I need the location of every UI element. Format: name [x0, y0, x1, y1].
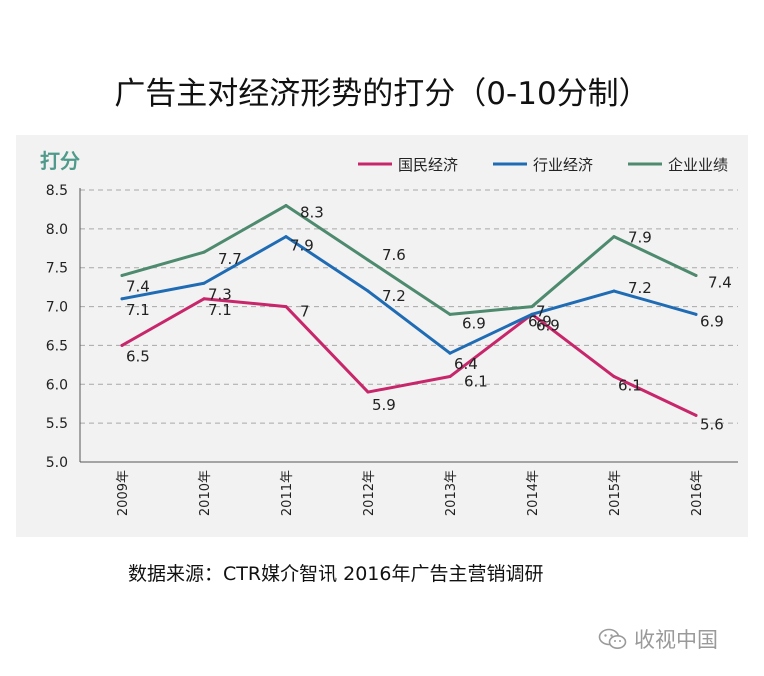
data-label-industry-economy: 7.2 — [628, 279, 652, 297]
data-point-industry-economy — [202, 281, 206, 285]
data-point-corporate-performance — [120, 273, 124, 277]
source-note: 数据来源：CTR媒介智讯 2016年广告主营销调研 — [128, 563, 544, 585]
legend-label: 国民经济 — [398, 156, 458, 174]
data-point-corporate-performance — [202, 250, 206, 254]
data-point-industry-economy — [694, 312, 698, 316]
data-label-corporate-performance: 8.3 — [300, 204, 324, 222]
legend-label: 行业经济 — [533, 156, 593, 174]
y-tick-label: 6.0 — [46, 377, 68, 393]
data-label-industry-economy: 7.9 — [290, 237, 314, 255]
watermark: 收视中国 — [598, 624, 718, 654]
data-label-industry-economy: 7.3 — [208, 285, 232, 303]
data-point-national-economy — [448, 375, 452, 379]
data-point-national-economy — [366, 390, 370, 394]
data-label-national-economy: 7 — [300, 303, 310, 321]
x-tick-label: 2009年 — [116, 470, 131, 516]
x-tick-label: 2012年 — [362, 470, 377, 516]
data-point-national-economy — [612, 375, 616, 379]
y-tick-label: 5.5 — [46, 416, 68, 432]
data-label-national-economy: 5.9 — [372, 396, 396, 414]
x-tick-label: 2011年 — [280, 470, 295, 516]
data-label-corporate-performance: 6.9 — [462, 314, 486, 332]
data-point-corporate-performance — [530, 305, 534, 309]
data-label-industry-economy: 7.2 — [382, 287, 406, 305]
line-chart: 打分 5.0 5.5 6.0 6.5 7.0 7.5 8.0 8.5 2009年 2010年 2011… — [40, 149, 738, 516]
y-tick-label: 5.0 — [46, 455, 68, 471]
data-label-industry-economy: 7 — [536, 302, 546, 320]
data-label-national-economy: 6.9 — [536, 316, 560, 334]
data-point-industry-economy — [366, 289, 370, 293]
data-label-industry-economy: 6.4 — [454, 355, 478, 373]
data-label-national-economy: 6.1 — [464, 373, 488, 391]
legend-label: 企业业绩 — [668, 156, 728, 174]
data-point-national-economy — [284, 305, 288, 309]
data-label-corporate-performance: 7.4 — [708, 273, 732, 291]
wechat-icon — [598, 628, 627, 649]
data-point-industry-economy — [530, 312, 534, 316]
data-label-industry-economy: 7.1 — [126, 301, 150, 319]
data-label-corporate-performance: 7.7 — [218, 250, 242, 268]
y-tick-label: 8.5 — [46, 183, 68, 199]
data-label-national-economy: 6.5 — [126, 347, 150, 365]
x-tick-label: 2016年 — [690, 470, 705, 516]
data-point-national-economy — [694, 413, 698, 417]
x-tick-label: 2014年 — [526, 470, 541, 516]
series-line-national-economy — [120, 297, 698, 417]
series-line-corporate-performance — [120, 204, 698, 316]
data-label-corporate-performance: 7.4 — [126, 277, 150, 295]
data-point-industry-economy — [448, 351, 452, 355]
y-tick-label: 8.0 — [46, 222, 68, 238]
x-tick-label: 2013年 — [444, 470, 459, 516]
series-line-industry-economy — [120, 235, 698, 355]
watermark-text: 收视中国 — [634, 628, 718, 652]
y-axis-title: 打分 — [40, 149, 80, 173]
data-label-national-economy: 5.6 — [700, 415, 724, 433]
y-tick-label: 6.5 — [46, 338, 68, 354]
data-label-national-economy: 7.1 — [208, 301, 232, 319]
x-tick-label: 2015年 — [608, 470, 623, 516]
data-point-corporate-performance — [694, 273, 698, 277]
data-point-national-economy — [202, 297, 206, 301]
y-tick-label: 7.0 — [46, 300, 68, 316]
data-label-national-economy: 6.1 — [618, 377, 642, 395]
data-point-corporate-performance — [448, 312, 452, 316]
data-label-corporate-performance: 7.6 — [382, 246, 406, 264]
data-point-industry-economy — [284, 235, 288, 239]
y-tick-label: 7.5 — [46, 261, 68, 277]
data-label-corporate-performance: 7.9 — [628, 229, 652, 247]
data-point-corporate-performance — [284, 204, 288, 208]
data-point-industry-economy — [120, 297, 124, 301]
data-point-national-economy — [120, 343, 124, 347]
chart-panel: 打分 5.0 5.5 6.0 6.5 7.0 7.5 8.0 8.5 2009年 2010年 2011… — [16, 135, 748, 537]
data-label-corporate-performance: 6.9 — [528, 313, 552, 331]
data-point-corporate-performance — [612, 235, 616, 239]
x-tick-label: 2010年 — [198, 470, 213, 516]
data-point-industry-economy — [612, 289, 616, 293]
page-title: 广告主对经济形势的打分（0-10分制） — [114, 76, 650, 112]
data-label-industry-economy: 6.9 — [700, 312, 724, 330]
data-point-corporate-performance — [366, 258, 370, 262]
